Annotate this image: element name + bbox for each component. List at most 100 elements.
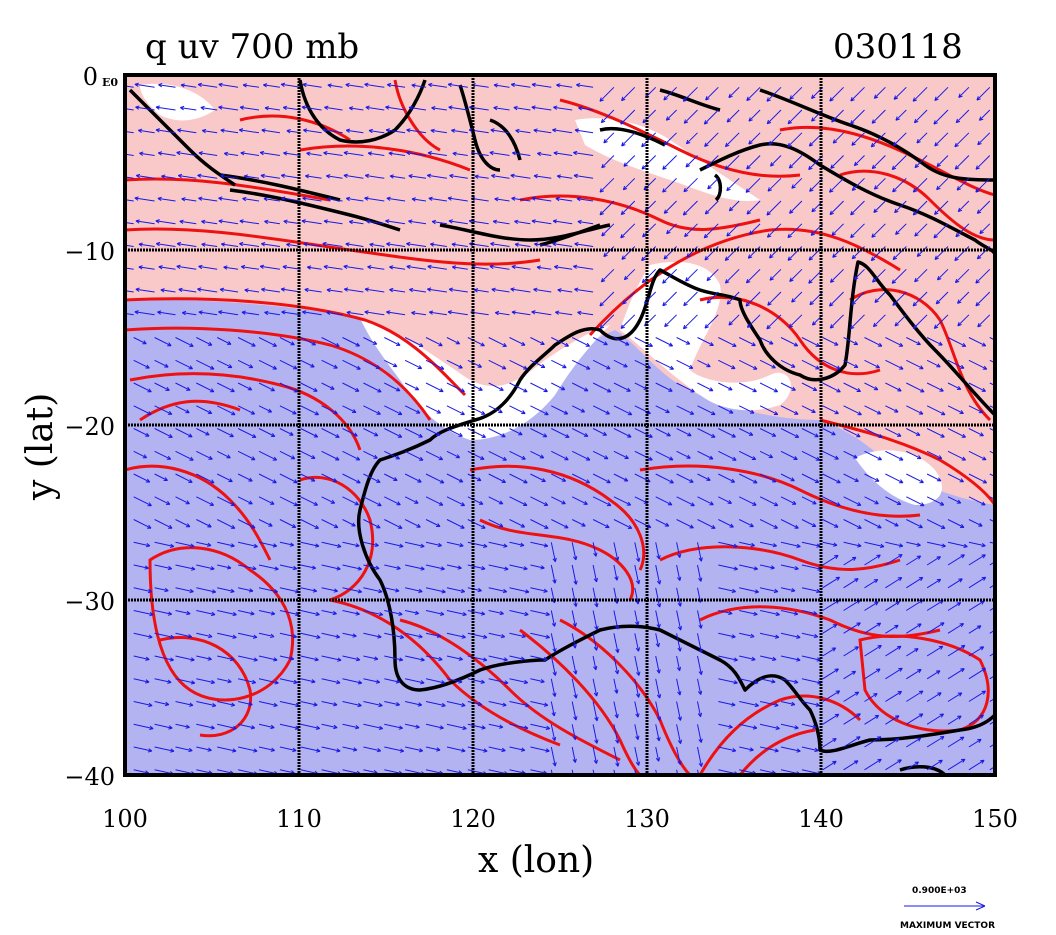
wind-vector-arrow	[300, 610, 320, 617]
wind-vector-arrow	[446, 610, 467, 617]
wind-vector-arrow	[936, 155, 949, 168]
wind-vector-arrow	[676, 405, 695, 415]
wind-vector-arrow	[885, 473, 904, 484]
wind-vector-arrow	[408, 105, 427, 111]
wind-vector-arrow	[683, 109, 698, 124]
vector-key-value: 0.900E+03	[912, 886, 967, 896]
contour-line	[125, 464, 272, 561]
wind-vector-arrow	[281, 310, 301, 316]
wind-vector-arrow	[531, 219, 552, 225]
wind-vector-arrow	[125, 176, 134, 179]
wind-vector-arrow	[218, 310, 239, 316]
wind-vector-arrow	[326, 197, 343, 202]
wind-vector-arrow	[655, 746, 661, 762]
wind-vector-arrow	[511, 264, 531, 270]
wind-vector-arrow	[467, 337, 485, 347]
wind-vector-arrow	[446, 701, 466, 707]
wind-vector-arrow	[363, 723, 384, 730]
wind-vector-arrow	[363, 746, 382, 753]
wind-vector-arrow	[989, 405, 995, 409]
wind-vector-arrow	[218, 82, 239, 88]
wind-vector-arrow	[571, 724, 577, 741]
wind-vector-arrow	[509, 723, 529, 730]
wind-vector-arrow	[954, 155, 970, 170]
wind-vector-arrow	[676, 587, 682, 607]
wind-vector-arrow	[300, 428, 319, 438]
wind-vector-arrow	[592, 428, 607, 436]
wind-vector-arrow	[489, 150, 510, 156]
wind-vector-arrow	[641, 268, 657, 284]
contour-line	[299, 475, 375, 602]
wind-vector-arrow	[576, 83, 594, 88]
wind-vector-arrow	[216, 450, 231, 459]
wind-vector-arrow	[958, 86, 970, 98]
wind-vector-arrow	[947, 541, 968, 548]
wind-vector-arrow	[196, 746, 212, 752]
wind-vector-arrow	[947, 692, 963, 702]
wind-vector-arrow	[592, 564, 598, 583]
wind-vector-arrow	[913, 109, 928, 124]
wind-vector-arrow	[326, 288, 343, 293]
wind-vector-arrow	[891, 155, 907, 171]
wind-vector-arrow	[133, 450, 148, 459]
wind-vector-arrow	[512, 151, 531, 156]
wind-vector-arrow	[906, 690, 924, 702]
wind-vector-arrow	[551, 519, 569, 529]
wind-vector-arrow	[300, 632, 321, 639]
wind-vector-arrow	[968, 496, 986, 506]
wind-vector-arrow	[197, 82, 218, 88]
wind-vector-arrow	[428, 196, 447, 202]
wind-vector-arrow	[789, 268, 803, 282]
wind-vector-arrow	[430, 128, 447, 134]
wind-vector-arrow	[831, 109, 844, 123]
wind-vector-arrow	[279, 723, 300, 730]
contour-line	[148, 546, 295, 702]
wind-vector-arrow	[447, 196, 468, 202]
wind-vector-arrow	[851, 177, 865, 191]
wind-vector-arrow	[326, 174, 343, 179]
wind-vector-arrow	[342, 701, 362, 708]
wind-vector-arrow	[302, 310, 322, 316]
wind-vector-arrow	[264, 219, 280, 225]
wind-vector-arrow	[829, 291, 844, 307]
wind-vector-arrow	[894, 314, 907, 327]
wind-vector-arrow	[300, 450, 316, 459]
wind-vector-arrow	[258, 632, 275, 638]
wind-vector-arrow	[780, 359, 796, 368]
wind-vector-arrow	[175, 450, 194, 461]
wind-vector-arrow	[571, 564, 578, 585]
wind-vector-arrow	[697, 359, 711, 368]
wind-vector-arrow	[404, 519, 421, 528]
wind-vector-arrow	[697, 450, 714, 460]
wind-vector-arrow	[676, 473, 694, 483]
wind-vector-arrow	[728, 86, 740, 99]
wind-vector-arrow	[906, 737, 922, 748]
wind-vector-arrow	[926, 496, 945, 506]
wind-vector-arrow	[509, 746, 526, 752]
wind-vector-arrow	[738, 337, 756, 347]
wind-vector-arrow	[217, 746, 237, 753]
wind-vector-arrow	[300, 405, 319, 416]
wind-vector-arrow	[300, 587, 318, 593]
wind-vector-arrow	[135, 219, 155, 225]
contour-line	[819, 418, 995, 506]
wind-vector-arrow	[935, 291, 949, 305]
wind-vector-arrow	[279, 564, 298, 571]
wind-vector-arrow	[906, 382, 925, 393]
wind-vector-arrow	[822, 428, 836, 436]
wind-vector-arrow	[530, 450, 545, 459]
wind-vector-arrow	[906, 648, 919, 657]
wind-vector-arrow	[345, 82, 364, 88]
wind-vector-arrow	[592, 678, 599, 697]
wind-vector-arrow	[801, 473, 820, 483]
wind-vector-arrow	[531, 105, 552, 111]
wind-vector-arrow	[154, 405, 173, 415]
wind-vector-arrow	[759, 337, 774, 345]
map-panel	[125, 75, 995, 775]
wind-vector-arrow	[926, 382, 944, 392]
wind-vector-arrow	[258, 519, 273, 527]
wind-vector-arrow	[263, 196, 280, 202]
wind-vector-arrow	[554, 264, 573, 270]
wind-vector-arrow	[467, 450, 485, 460]
wind-vector-arrow	[239, 241, 260, 247]
